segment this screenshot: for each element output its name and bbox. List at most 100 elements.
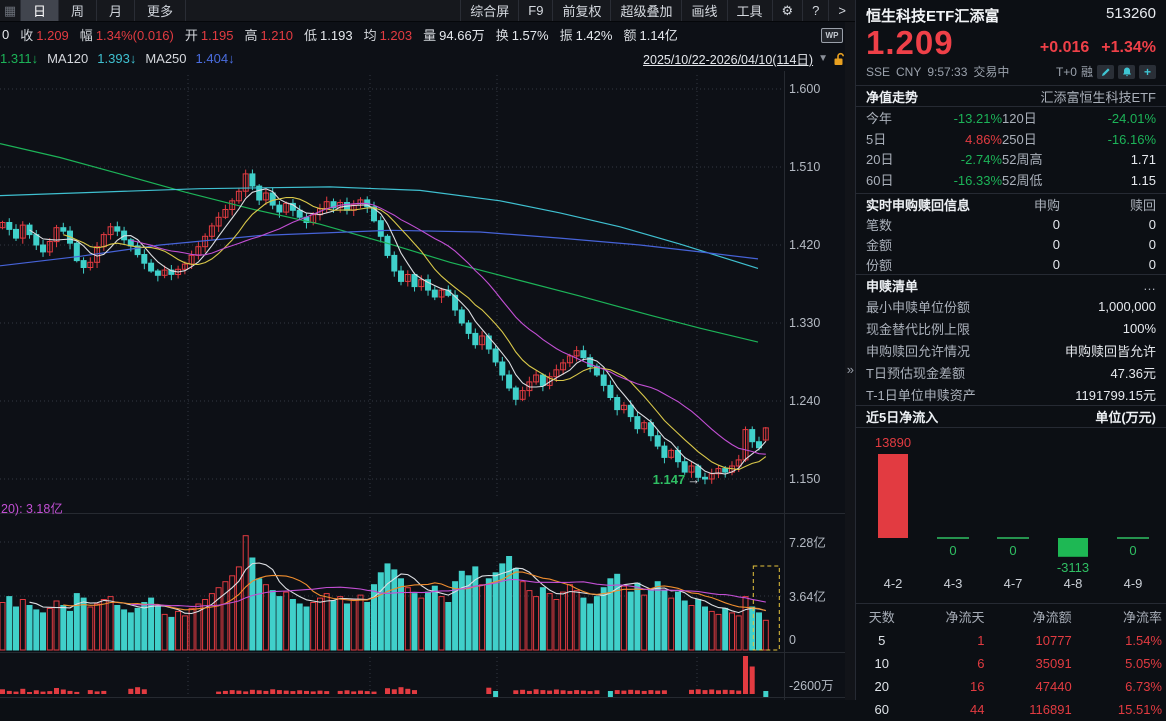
panel-divider <box>845 0 855 700</box>
tab-日[interactable]: 日 <box>21 0 59 21</box>
perf-value: -24.01% <box>1060 109 1156 130</box>
price-change: +0.016 <box>1040 39 1089 57</box>
date-range[interactable]: 2025/10/22-2026/04/10(114日) <box>643 49 813 68</box>
margin-flag: 融 <box>1081 63 1093 80</box>
ma-value: 1.404↓ <box>196 51 235 66</box>
toolbar-button-画线[interactable]: 画线 <box>681 0 726 21</box>
edit-pencil-icon[interactable] <box>1097 65 1114 79</box>
unlock-icon[interactable] <box>833 52 846 66</box>
redeem-list-header[interactable]: 申赎清单 … <box>856 275 1166 295</box>
nav-title: 净值走势 <box>866 87 918 106</box>
grid-icon[interactable]: ▦ <box>0 0 21 21</box>
truncated-value: 0 <box>2 27 9 42</box>
svg-text:1.330: 1.330 <box>789 316 820 330</box>
ma-value: 1.393↓ <box>97 51 136 66</box>
exchange: SSE <box>866 65 890 79</box>
kline-chart[interactable]: 1.147→1.6001.5101.4201.3301.2401.1507.28… <box>0 0 855 700</box>
svg-text:4-7: 4-7 <box>1004 576 1023 591</box>
svg-text:4-8: 4-8 <box>1064 576 1083 591</box>
perf-value: -13.21% <box>912 109 1002 130</box>
volume-indicator-label: 20): 3.18亿 <box>1 498 63 517</box>
svg-text:1.510: 1.510 <box>789 160 820 174</box>
svg-text:1.240: 1.240 <box>789 394 820 408</box>
alert-bell-icon[interactable] <box>1118 65 1135 79</box>
perf-label: 20日 <box>866 150 912 171</box>
price-change-pct: +1.34% <box>1101 39 1156 57</box>
toolbar-button-超级叠加[interactable]: 超级叠加 <box>610 0 681 21</box>
table-header: 净流率 <box>1076 604 1166 630</box>
perf-label: 52周高 <box>1002 150 1060 171</box>
net-inflow-header: 近5日净流入 单位(万元) <box>856 405 1166 428</box>
perf-value: -16.33% <box>912 171 1002 192</box>
svg-text:1.600: 1.600 <box>789 82 820 96</box>
nav-section-header[interactable]: 净值走势 汇添富恒生科技ETF <box>856 85 1166 106</box>
table-header: 净流天 <box>908 604 989 630</box>
svg-text:4-9: 4-9 <box>1124 576 1143 591</box>
col-redeem: 赎回 <box>1060 195 1156 214</box>
redeem-info-row: 申购赎回允许情况申购赎回皆允许 <box>856 339 1166 361</box>
collapse-panel-handle[interactable]: » <box>847 362 854 377</box>
more-icon[interactable]: … <box>1143 278 1156 293</box>
ma-label: MA250 <box>145 51 186 66</box>
perf-label: 120日 <box>1002 109 1060 130</box>
instrument-code: 513260 <box>1106 5 1156 26</box>
toolbar-button-综合屏[interactable]: 综合屏 <box>460 0 518 21</box>
svg-text:4-2: 4-2 <box>884 576 903 591</box>
table-header: 天数 <box>856 604 908 630</box>
tab-周[interactable]: 周 <box>59 0 97 21</box>
perf-value: -2.74% <box>912 150 1002 171</box>
toolbar-button-前复权[interactable]: 前复权 <box>552 0 610 21</box>
redeem-title: 申赎清单 <box>866 276 918 295</box>
tab-月[interactable]: 月 <box>97 0 135 21</box>
chevron-right-icon[interactable]: > <box>828 0 855 21</box>
svg-text:4-3: 4-3 <box>944 576 963 591</box>
quote-time: 9:57:33 <box>927 65 967 79</box>
gear-icon[interactable]: ⚙ <box>772 0 803 21</box>
instrument-name: 恒生科技ETF汇添富 <box>866 5 999 26</box>
chevron-down-icon[interactable]: ▼ <box>818 53 828 64</box>
toolbar-button-F9[interactable]: F9 <box>518 0 552 21</box>
perf-value: 4.86% <box>912 130 1002 151</box>
table-header: 净流额 <box>988 604 1075 630</box>
toolbar-button-工具[interactable]: 工具 <box>727 0 772 21</box>
quote-panel: 恒生科技ETF汇添富 513260 1.209 +0.016 +1.34% SS… <box>855 0 1166 700</box>
perf-value: -16.16% <box>1060 130 1156 151</box>
trade-mode: T+0 <box>1056 65 1077 79</box>
svg-text:1.147: 1.147 <box>653 472 686 487</box>
svg-text:13890: 13890 <box>875 435 911 450</box>
fund-full-name: 汇添富恒生科技ETF <box>1040 87 1156 106</box>
perf-label: 250日 <box>1002 130 1060 151</box>
svg-text:-3113: -3113 <box>1057 560 1089 575</box>
help-icon[interactable]: ? <box>802 0 828 21</box>
add-icon[interactable]: + <box>1139 65 1156 79</box>
svg-text:1.420: 1.420 <box>789 238 820 252</box>
svg-text:3.64亿: 3.64亿 <box>789 589 826 604</box>
tab-更多[interactable]: 更多 <box>135 0 186 21</box>
svg-text:0: 0 <box>949 543 956 558</box>
purchase-title: 实时申购赎回信息 <box>866 195 972 214</box>
col-buy: 申购 <box>972 195 1060 214</box>
